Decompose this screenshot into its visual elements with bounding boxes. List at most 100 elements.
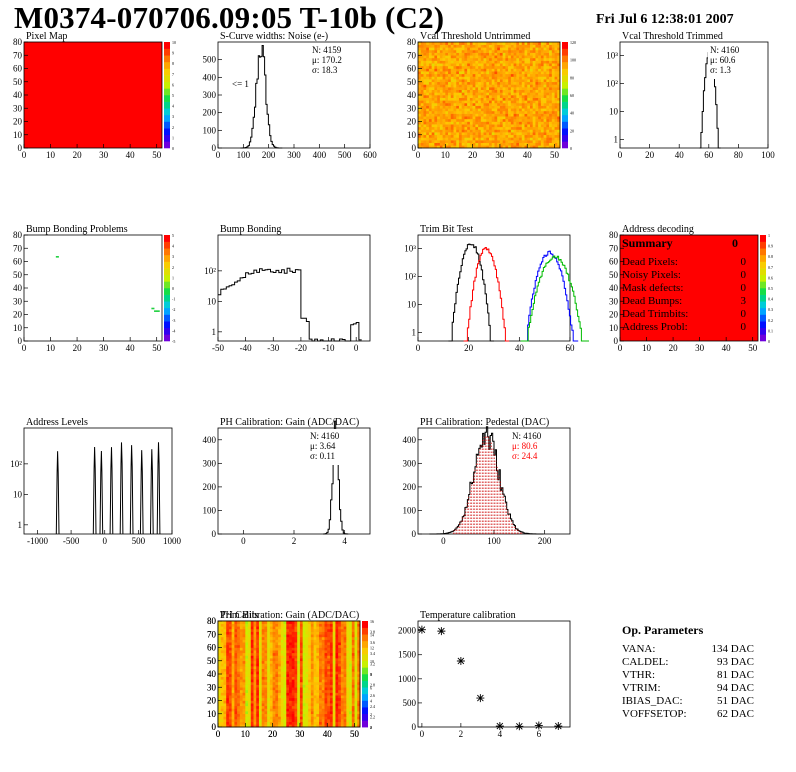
heatmap-cell [469,132,473,136]
heatmap-cell [540,49,544,53]
heatmap-cell [478,89,482,93]
heatmap-cell [445,68,449,72]
heatmap-cell [478,57,482,61]
heatmap-cell [445,63,449,67]
heatmap-cell [467,42,471,45]
heatmap-cell [505,129,509,133]
heatmap-cell [426,71,430,75]
heatmap-cell [524,71,528,75]
heatmap-cell [540,132,544,136]
heatmap-cell [286,716,290,720]
heatmap-cell [478,116,482,120]
heatmap-cell [532,113,536,117]
heatmap-cell [434,100,438,104]
heatmap-cell [461,57,465,61]
heatmap-cell [478,137,482,141]
heatmap-cell [431,89,435,93]
heatmap-cell [442,102,446,106]
heatmap-cell [428,137,432,141]
heatmap-cell [264,716,268,720]
heatmap-cell [450,126,454,130]
heatmap-cell [458,100,462,104]
heatmap-cell [439,121,443,125]
heatmap-cell [540,68,544,72]
heatmap-cell [467,81,471,85]
heatmap-cell [220,711,224,715]
heatmap-cell [450,49,454,53]
heatmap-cell [557,142,561,146]
heatmap-cell [332,719,336,722]
heatmap-cell [228,724,232,728]
heatmap-cell [502,49,506,53]
chart-ph-gain-map: PH Calibration: Gain (ADC/DAC)22.22.42.6… [207,610,375,739]
heatmap-cell [464,137,468,141]
heatmap-cell [557,100,561,104]
heatmap-cell [489,142,493,146]
heatmap-cell [464,113,468,117]
heatmap-cell [453,113,457,117]
heatmap-cell [475,132,479,136]
heatmap-cell [483,110,487,114]
heatmap-cell [529,100,533,104]
heatmap-cell [489,47,493,51]
heatmap-cell [475,52,479,56]
heatmap-cell [469,79,473,83]
heatmap-cell [418,44,422,48]
x-tick-label: 20 [73,343,83,353]
heatmap-cell [519,47,523,51]
heatmap-cell [491,76,495,80]
x-tick-label: 0 [618,150,623,160]
heatmap-cell [302,719,306,722]
heatmap-cell [458,145,462,149]
heatmap-cell [519,76,523,80]
heatmap-cell [239,719,243,722]
heatmap-cell [456,68,460,72]
heatmap-cell [508,89,512,93]
heatmap-cell [453,81,457,85]
chart-title: S-Curve widths: Noise (e-) [220,31,328,42]
heatmap-cell [448,84,452,88]
heatmap-cell [456,71,460,75]
heatmap-cell [467,102,471,106]
heatmap-cell [508,87,512,90]
heatmap-cell [524,137,528,141]
heatmap-cell [439,42,443,45]
heatmap-cell [294,719,298,722]
heatmap-cell [502,84,506,88]
heatmap-cell [234,724,238,728]
heatmap-cell [434,63,438,67]
heatmap-cell [420,42,424,45]
heatmap-cell [458,102,462,106]
y-tick-label: 60 [407,64,417,74]
heatmap-cell [445,95,449,98]
heatmap-cell [450,118,454,122]
heatmap-cell [554,124,558,128]
heatmap-cell [448,118,452,122]
heatmap-cell [505,102,509,106]
heatmap-cell [450,55,454,59]
heatmap-cell [426,105,430,109]
heatmap-cell [357,719,361,722]
color-scale-segment [164,68,170,76]
heatmap-cell [434,134,438,138]
heatmap-cell [513,121,517,125]
y-tick-label: 40 [13,283,23,293]
heatmap-cell [551,60,555,64]
heatmap-cell [510,142,514,146]
heatmap-cell [543,49,547,53]
y-tick-label: 100 [403,505,417,515]
heatmap-cell [529,124,533,128]
heatmap-cell [480,95,484,98]
color-scale-segment [562,141,568,149]
heatmap-cell [305,721,309,725]
x-tick-label: 0 [618,343,623,353]
heatmap-cell [248,719,252,722]
heatmap-cell [461,142,465,146]
heatmap-cell [502,92,506,96]
chart-title: Temperature calibration [420,610,516,621]
heatmap-cell [242,711,246,715]
heatmap-cell [426,110,430,114]
x-tick-label: 200 [538,536,552,546]
